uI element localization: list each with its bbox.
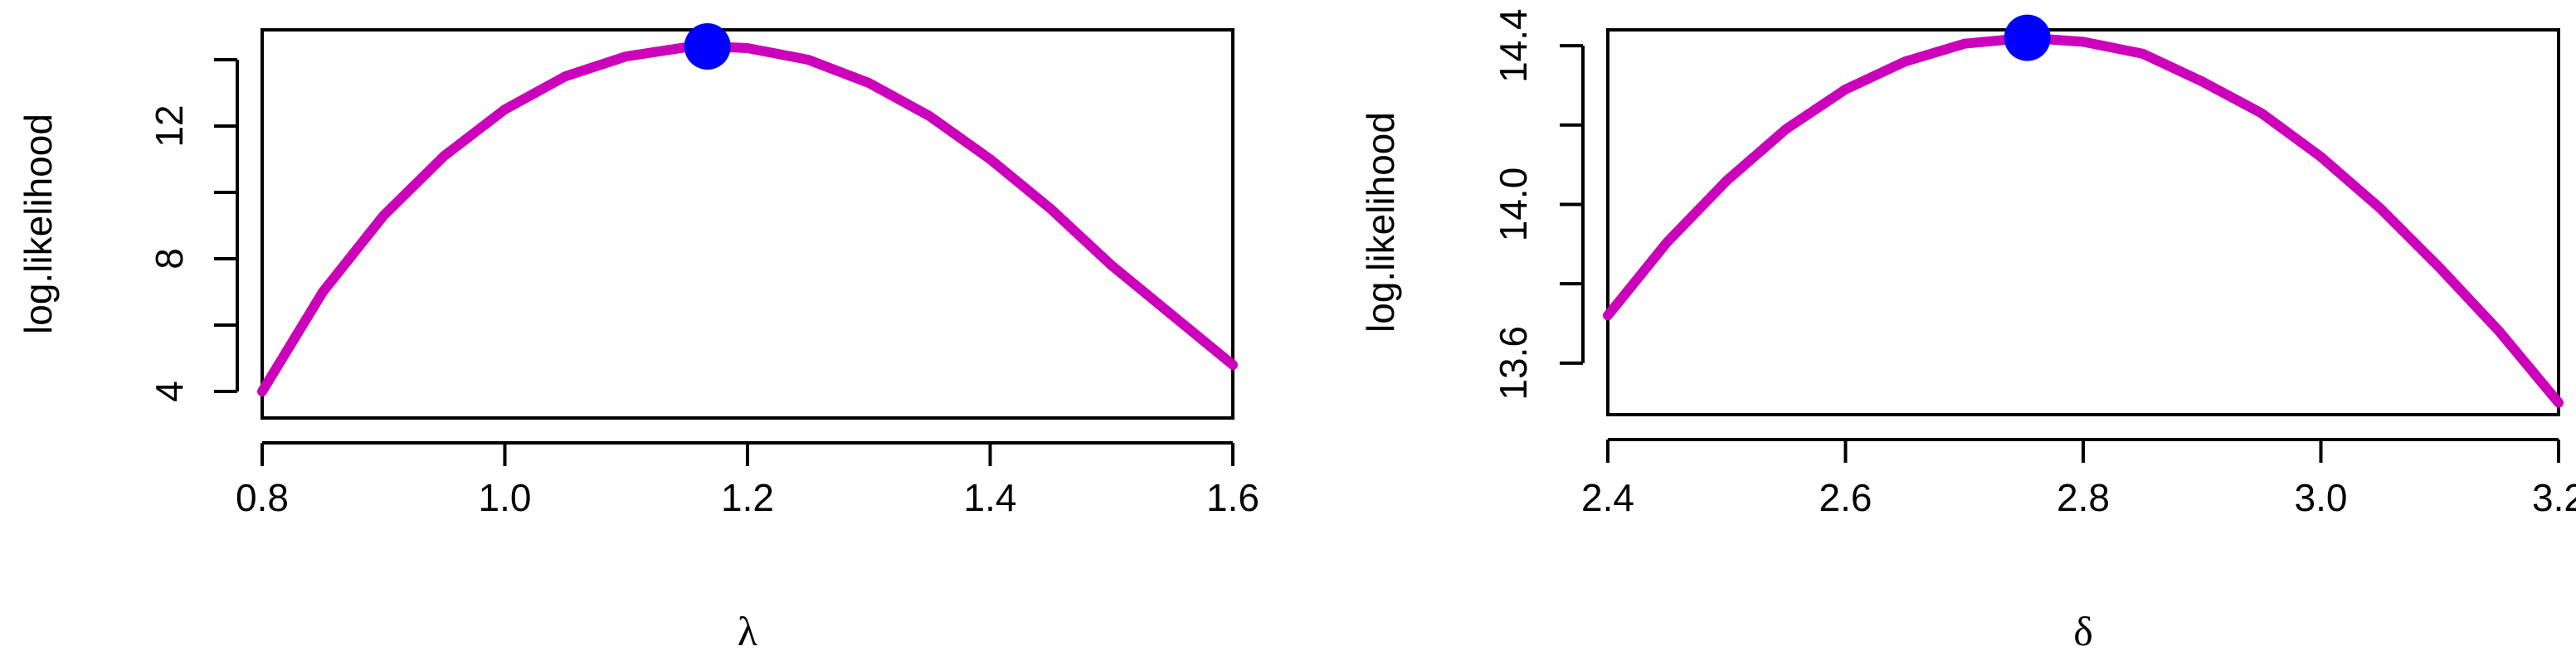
delta-x-tick-label: 2.6 [1819, 476, 1872, 519]
delta-y-tick-label: 14.0 [1492, 168, 1535, 242]
delta-y-axis-title: log.likelihood [1359, 112, 1402, 333]
delta-x-tick-label: 3.0 [2295, 476, 2348, 519]
lambda-x-tick-label: 1.0 [479, 476, 532, 519]
lambda-y-tick-label: 8 [148, 248, 191, 270]
delta-x-tick-label: 3.2 [2532, 476, 2576, 519]
lambda-x-tick-label: 1.2 [721, 476, 774, 519]
delta-plot-frame [1606, 28, 2560, 416]
lambda-x-tick-label: 1.6 [1206, 476, 1259, 519]
delta-max-point [2004, 14, 2051, 61]
lambda-x-tick-label: 0.8 [236, 476, 289, 519]
lambda-y-axis-title: log.likelihood [17, 114, 60, 334]
lambda-y-tick-label: 12 [148, 104, 191, 147]
lambda-likelihood-curve [257, 41, 1238, 396]
lambda-likelihood-svg: 0.8 1.0 1.2 1.4 1.6 4 8 12 λ log.likelihood [17, 23, 1259, 654]
lambda-x-axis-title: λ [738, 608, 757, 654]
lambda-y-tick-label: 4 [148, 381, 191, 402]
delta-likelihood-plot: 2.4 2.6 2.8 3.0 3.2 13.6 14.0 14.4 δ log.likeliho… [1288, 0, 2576, 656]
delta-likelihood-svg: 2.4 2.6 2.8 3.0 3.2 13.6 14.0 14.4 δ log.likeliho… [1359, 8, 2576, 654]
lambda-plot-frame [261, 28, 1234, 420]
delta-x-tick-label: 2.8 [2057, 476, 2110, 519]
delta-x-axis-title: δ [2073, 608, 2093, 654]
lambda-likelihood-plot: 0.8 1.0 1.2 1.4 1.6 4 8 12 λ log.likelihood [17, 23, 1259, 654]
lambda-max-point [684, 23, 731, 70]
delta-x-tick-label: 2.4 [1581, 476, 1634, 519]
delta-y-tick-label: 13.6 [1492, 326, 1535, 401]
delta-y-tick-label: 14.4 [1492, 8, 1535, 83]
delta-likelihood-curve [1603, 32, 2564, 408]
lambda-x-tick-label: 1.4 [964, 476, 1017, 519]
